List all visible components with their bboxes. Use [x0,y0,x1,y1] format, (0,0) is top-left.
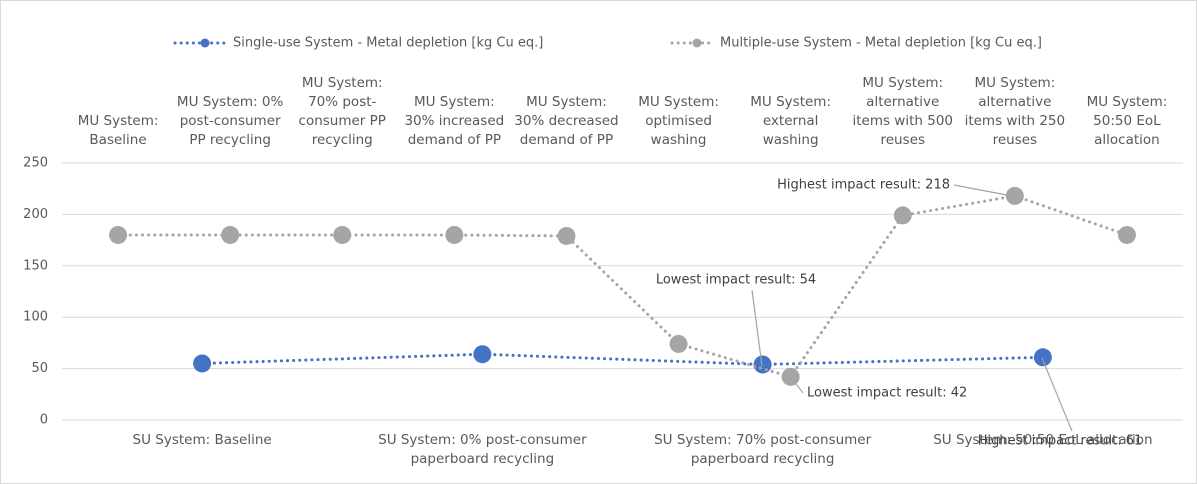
data-point [221,225,240,244]
bottom-category-label: SU System: 50:50 EoL allocation [903,431,1183,475]
annotation-leader [792,379,804,394]
data-point [445,225,464,244]
data-point [893,206,912,225]
annotation-leader [1041,357,1073,432]
bottom-category-label: SU System: 0% post-consumer paperboard r… [342,431,622,475]
top-category-label: MU System: 0% post-consumer PP recycling [174,58,286,150]
top-category-label-text: MU System: 0% post-consumer PP recycling [176,94,284,148]
data-point [557,226,576,245]
bottom-category-label-text: SU System: 70% post-consumer paperboard … [654,432,872,467]
annotation-label: Highest impact result: 218 [777,178,950,193]
legend-label: Multiple-use System - Metal depletion [k… [720,36,1042,51]
data-point [781,367,800,386]
legend-label: Single-use System - Metal depletion [kg … [233,36,543,51]
top-category-label: MU System: 50:50 EoL allocation [1071,58,1183,150]
top-category-label-text: MU System: 70% post-consumer PP recyclin… [298,75,386,148]
top-category-label-text: MU System: alternative items with 500 re… [852,75,953,148]
top-category-label-text: MU System: 50:50 EoL allocation [1086,94,1168,148]
bottom-category-label: SU System: 70% post-consumer paperboard … [623,431,903,475]
annotation-leader [953,184,1013,197]
legend-marker [200,38,210,48]
top-category-label-text: MU System: 30% decreased demand of PP [514,94,619,148]
top-category-label: MU System: external washing [735,58,847,150]
legend-marker [692,38,702,48]
y-tick-label: 150 [23,258,48,273]
annotation-label: Highest impact result: 61 [978,434,1143,449]
data-point [193,354,212,373]
y-tick-label: 0 [40,413,48,428]
top-category-label: MU System: alternative items with 500 re… [847,58,959,150]
annotation-leader [751,289,763,367]
data-point [333,225,352,244]
bottom-category-label-text: SU System: Baseline [132,432,272,448]
top-category-label: MU System: 30% increased demand of PP [398,58,510,150]
series-line [200,352,1045,366]
data-point [669,334,688,353]
top-category-label: MU System: optimised washing [623,58,735,150]
y-tick-label: 50 [31,361,48,376]
data-point [1117,225,1136,244]
annotation-label: Lowest impact result: 54 [656,273,816,288]
data-point [1005,186,1024,205]
top-category-label-text: MU System: Baseline [77,113,159,148]
top-category-label-text: MU System: external washing [750,94,831,148]
data-point [109,225,128,244]
top-category-label: MU System: 30% decreased demand of PP [510,58,622,150]
data-point [473,345,492,364]
y-tick-label: 100 [23,310,48,325]
annotation-label: Lowest impact result: 42 [807,386,967,401]
top-category-label: MU System: alternative items with 250 re… [959,58,1071,150]
top-category-label-text: MU System: 30% increased demand of PP [404,94,505,148]
top-category-label-text: MU System: alternative items with 250 re… [964,75,1066,148]
bottom-category-label: SU System: Baseline [62,431,342,475]
data-point [1033,348,1052,367]
data-point [753,355,772,374]
top-category-label-text: MU System: optimised washing [638,94,719,148]
y-tick-label: 200 [23,207,48,222]
bottom-category-label-text: SU System: 0% post-consumer paperboard r… [378,432,587,467]
y-tick-label: 250 [23,156,48,171]
bottom-category-label-text: SU System: 50:50 EoL allocation [933,432,1153,448]
top-category-label: MU System: Baseline [62,58,174,150]
top-category-label: MU System: 70% post-consumer PP recyclin… [286,58,398,150]
